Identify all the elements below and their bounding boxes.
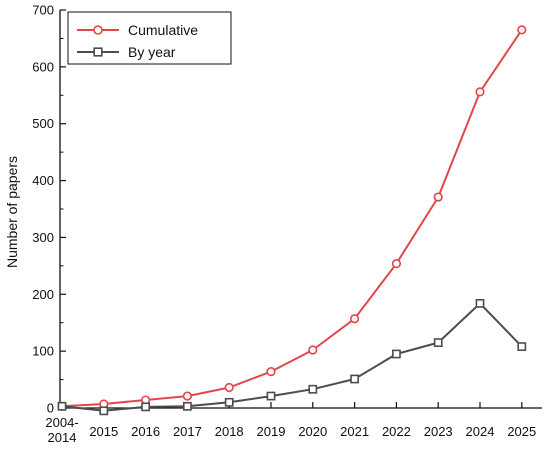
x-tick-label: 2022 xyxy=(382,424,411,439)
y-axis-title: Number of papers xyxy=(4,156,20,268)
data-point xyxy=(350,374,359,384)
legend-label: Cumulative xyxy=(128,22,198,38)
x-tick-label: 2019 xyxy=(257,424,286,439)
x-tick-label: 2021 xyxy=(340,424,369,439)
y-tick-label: 400 xyxy=(32,173,54,188)
legend-marker xyxy=(93,25,103,35)
data-point xyxy=(433,192,443,202)
data-point xyxy=(308,345,318,355)
legend-item-cumulative: Cumulative xyxy=(77,22,198,38)
x-tick-label: 2020 xyxy=(298,424,327,439)
data-point xyxy=(182,391,192,401)
data-point xyxy=(224,382,234,393)
series-line xyxy=(61,29,523,408)
data-point xyxy=(183,401,192,411)
data-point xyxy=(391,349,401,359)
x-tick-label: 2004-2014 xyxy=(45,415,78,445)
data-point xyxy=(266,391,276,401)
y-tick-label: 0 xyxy=(47,401,54,416)
x-tick-label: 2015 xyxy=(89,424,118,439)
legend-item-by-year: By year xyxy=(77,44,176,60)
y-tick-label: 600 xyxy=(32,59,54,74)
data-point xyxy=(350,314,360,324)
y-tick-label: 300 xyxy=(32,230,54,245)
data-point xyxy=(475,87,485,97)
x-tick-label: 2024 xyxy=(466,424,495,439)
x-tick-label: 2018 xyxy=(215,424,244,439)
series-layer xyxy=(57,25,527,416)
data-point xyxy=(266,367,276,377)
y-tick-label: 500 xyxy=(32,116,54,131)
x-tick-label: 2025 xyxy=(507,424,536,439)
x-tick-label: 2016 xyxy=(131,424,160,439)
legend: Cumulative By year xyxy=(67,11,232,65)
data-point xyxy=(475,298,485,308)
axes: 0 100 200 300 400 500 600 700 2004-2014 2015 2016 2… xyxy=(32,3,542,445)
y-tick-label: 200 xyxy=(32,287,54,302)
legend-label: By year xyxy=(128,44,176,60)
data-point xyxy=(391,258,402,269)
legend-marker xyxy=(93,47,103,57)
y-tick-label: 700 xyxy=(32,3,54,18)
data-point xyxy=(141,402,150,412)
x-tick-label: 2023 xyxy=(424,424,453,439)
data-point xyxy=(517,342,527,351)
data-point xyxy=(57,401,67,411)
data-point xyxy=(308,384,318,394)
data-point xyxy=(433,338,443,348)
data-point xyxy=(517,25,527,35)
y-tick-label: 100 xyxy=(32,344,54,359)
series-by-year xyxy=(57,298,527,416)
x-tick-label: 2017 xyxy=(173,424,202,439)
data-point xyxy=(99,406,109,416)
data-point xyxy=(224,397,234,407)
series-line xyxy=(61,302,523,412)
series-cumulative xyxy=(57,25,527,411)
